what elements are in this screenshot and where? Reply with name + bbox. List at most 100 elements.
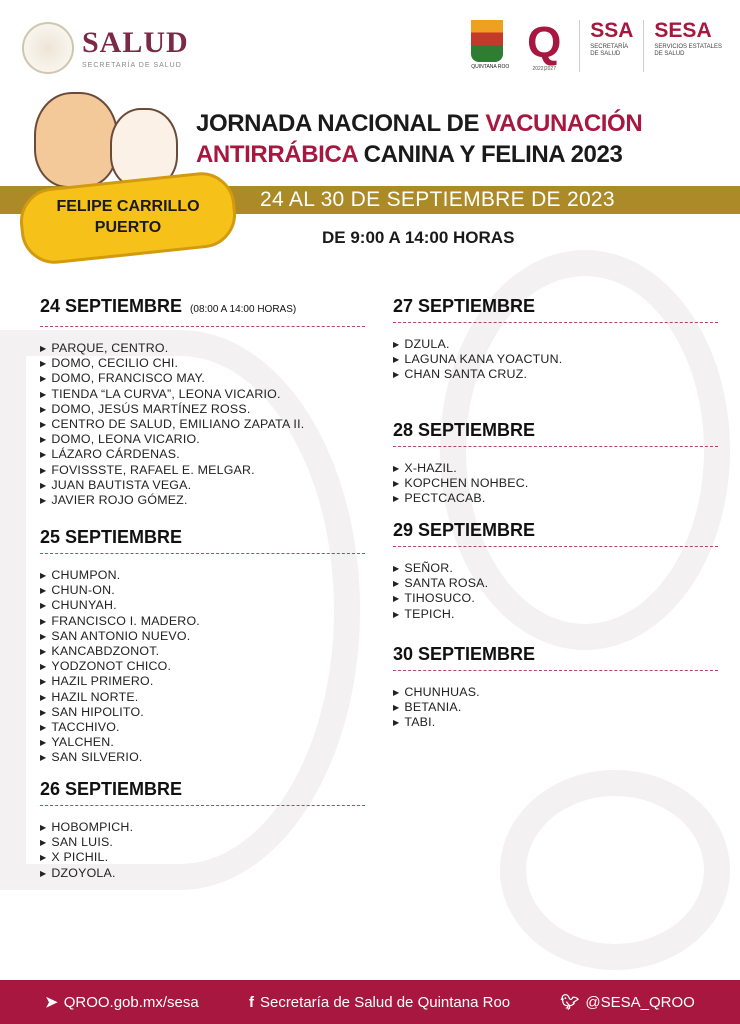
bullet-icon: ▶ bbox=[393, 479, 400, 489]
location-name: DOMO, JESÚS MARTÍNEZ ROSS. bbox=[51, 401, 251, 416]
background-decoration bbox=[500, 770, 730, 970]
website-text: QROO.gob.mx/sesa bbox=[63, 994, 199, 1011]
day-date: 30 SEPTIEMBRE bbox=[393, 644, 536, 664]
ssa-name: SSA bbox=[590, 19, 634, 42]
bullet-icon: ▶ bbox=[40, 420, 47, 430]
quintana-roo-shield-icon bbox=[471, 20, 504, 62]
location-name: X PICHIL. bbox=[51, 850, 109, 865]
list-item: ▶ DOMO, FRANCISCO MAY. bbox=[40, 371, 365, 386]
divider bbox=[643, 20, 645, 72]
footer: ➤ QROO.gob.mx/sesa f Secretaría de Salud d… bbox=[0, 980, 740, 1024]
bullet-icon: ▶ bbox=[40, 868, 47, 878]
day-date: 24 SEPTIEMBRE bbox=[40, 296, 183, 316]
location-name: DOMO, LEONA VICARIO. bbox=[51, 432, 200, 447]
list-item: ▶ YALCHEN. bbox=[40, 735, 365, 750]
list-item: ▶ PECTCACAB. bbox=[393, 491, 718, 506]
location-name: CHUMPON. bbox=[51, 568, 121, 582]
bullet-icon: ▶ bbox=[40, 465, 47, 475]
page-title: JORNADA NACIONAL DE VACUNACIÓN ANTIRRÁBI… bbox=[196, 108, 726, 170]
location-name: JUAN BAUTISTA VEGA. bbox=[51, 477, 192, 492]
list-item: ▶ DOMO, JESÚS MARTÍNEZ ROSS. bbox=[40, 402, 365, 417]
location-name: BETANIA. bbox=[404, 700, 462, 715]
location-name: TIHOSUCO. bbox=[404, 591, 475, 606]
day-date: 25 SEPTIEMBRE bbox=[40, 527, 183, 547]
cursor-icon: ➤ bbox=[45, 994, 58, 1011]
mexico-seal-icon bbox=[22, 22, 74, 74]
list-item: ▶ JAVIER ROJO GÓMEZ. bbox=[40, 493, 365, 508]
sesa-line1: SERVICIOS ESTATALES bbox=[654, 44, 722, 50]
list-item: ▶ DZULA. bbox=[393, 337, 718, 352]
title-part: JORNADA NACIONAL DE bbox=[196, 110, 486, 137]
day-heading: 29 SEPTIEMBRE bbox=[393, 519, 718, 541]
list-item: ▶ SAN HIPOLITO. bbox=[40, 705, 365, 720]
location-name: TABI. bbox=[404, 715, 436, 730]
bullet-icon: ▶ bbox=[393, 355, 400, 365]
hours: DE 9:00 A 14:00 HORAS bbox=[322, 228, 515, 247]
salud-logo: SALUD SECRETARÍA DE SALUD bbox=[22, 22, 189, 74]
list-item: ▶ BETANIA. bbox=[393, 700, 718, 715]
ssa-logo: SSA SECRETARÍA DE SALUD bbox=[590, 20, 633, 58]
location-name: KANCABDZONOT. bbox=[51, 644, 160, 659]
day-heading: 27 SEPTIEMBRE bbox=[393, 295, 718, 317]
location-name: FRANCISCO I. MADERO. bbox=[51, 613, 200, 628]
bullet-icon: ▶ bbox=[40, 344, 47, 353]
bullet-icon: ▶ bbox=[40, 692, 47, 702]
list-item: ▶ TIENDA “LA CURVA”, LEONA VICARIO. bbox=[40, 387, 365, 402]
location-name: KOPCHEN NOHBEC. bbox=[404, 476, 529, 491]
list-item: ▶ TACCHIVO. bbox=[40, 720, 365, 735]
bullet-icon: ▶ bbox=[40, 662, 47, 672]
location-name: HAZIL PRIMERO. bbox=[51, 674, 154, 689]
location-name: TIENDA “LA CURVA”, LEONA VICARIO. bbox=[51, 386, 281, 401]
sesa-name: SESA bbox=[654, 19, 712, 42]
location-name: CHAN SANTA CRUZ. bbox=[404, 367, 528, 382]
location-name: DOMO, FRANCISCO MAY. bbox=[51, 371, 205, 386]
bullet-icon: ▶ bbox=[393, 594, 400, 604]
location-name: SAN LUIS. bbox=[51, 835, 114, 850]
bullet-icon: ▶ bbox=[40, 601, 47, 611]
list-item: ▶ YODZONOT CHICO. bbox=[40, 659, 365, 674]
dashed-divider bbox=[393, 670, 718, 671]
schedule-day: 26 SEPTIEMBRE ▶ HOBOMPICH. ▶ SAN LUIS. ▶ X PIC… bbox=[40, 778, 365, 881]
list-item: ▶ SAN ANTONIO NUEVO. bbox=[40, 629, 365, 644]
list-item: ▶ X PICHIL. bbox=[40, 850, 365, 865]
salud-title: SALUD bbox=[82, 25, 189, 59]
sesa-logo: SESA SERVICIOS ESTATALES DE SALUD bbox=[654, 20, 722, 58]
bullet-icon: ▶ bbox=[40, 677, 47, 687]
website-link[interactable]: ➤ QROO.gob.mx/sesa bbox=[45, 993, 199, 1011]
location-name: DZULA. bbox=[404, 337, 450, 351]
list-item: ▶ DZOYOLA. bbox=[40, 866, 365, 881]
q-years: 2022|2027 bbox=[532, 66, 556, 72]
facebook-link[interactable]: f Secretaría de Salud de Quintana Roo bbox=[249, 994, 510, 1011]
location-name: SEÑOR. bbox=[404, 561, 454, 575]
bullet-icon: ▶ bbox=[393, 688, 400, 697]
list-item: ▶ HAZIL NORTE. bbox=[40, 690, 365, 705]
schedule-day: 25 SEPTIEMBRE ▶ CHUMPON. ▶ CHUN-ON. ▶ CHUNYAH.… bbox=[40, 526, 365, 766]
dashed-divider bbox=[393, 446, 718, 447]
bullet-icon: ▶ bbox=[40, 359, 47, 369]
list-item: ▶ TIHOSUCO. bbox=[393, 591, 718, 606]
location-name: CHUNHUAS. bbox=[404, 685, 480, 699]
dashed-divider bbox=[393, 322, 718, 323]
bullet-icon: ▶ bbox=[393, 718, 400, 728]
list-item: ▶ TEPICH. bbox=[393, 607, 718, 622]
list-item: ▶ SANTA ROSA. bbox=[393, 576, 718, 591]
list-item: ▶ HAZIL PRIMERO. bbox=[40, 674, 365, 689]
list-item: ▶ SEÑOR. bbox=[393, 561, 718, 576]
list-item: ▶ HOBOMPICH. bbox=[40, 820, 365, 835]
salud-subtitle: SECRETARÍA DE SALUD bbox=[82, 61, 182, 69]
dashed-divider bbox=[393, 546, 718, 547]
q-icon: Q bbox=[527, 18, 562, 67]
day-date: 27 SEPTIEMBRE bbox=[393, 296, 536, 316]
bullet-icon: ▶ bbox=[393, 340, 400, 349]
bullet-icon: ▶ bbox=[393, 370, 400, 380]
bullet-icon: ▶ bbox=[40, 435, 47, 445]
bullet-icon: ▶ bbox=[40, 631, 47, 641]
bullet-icon: ▶ bbox=[393, 609, 400, 619]
q-logo: Q 2022|2027 bbox=[519, 18, 569, 73]
day-date: 26 SEPTIEMBRE bbox=[40, 779, 183, 799]
twitter-link[interactable]: 🐦︎ @SESA_QROO bbox=[560, 993, 694, 1011]
location-name: PARQUE, CENTRO. bbox=[51, 341, 169, 355]
title-highlight: ANTIRRÁBICA bbox=[196, 141, 358, 168]
list-item: ▶ CHUMPON. bbox=[40, 568, 365, 583]
bullet-icon: ▶ bbox=[40, 496, 47, 506]
